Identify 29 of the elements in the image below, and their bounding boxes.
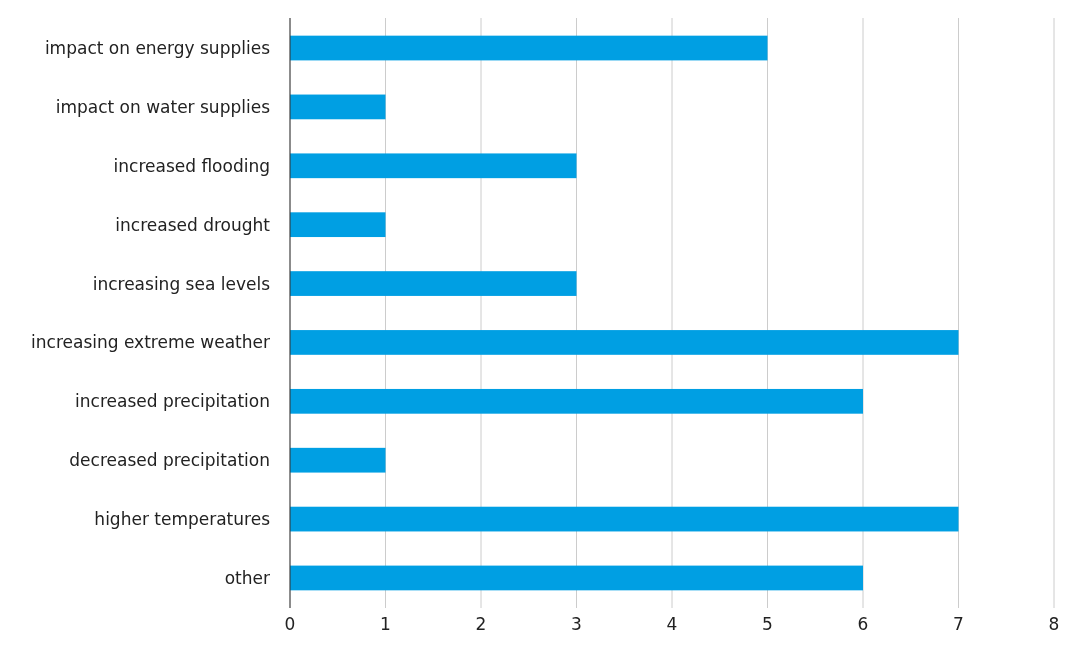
y-tick-label: increased flooding bbox=[113, 155, 270, 176]
y-tick-label: increased drought bbox=[115, 214, 271, 235]
x-tick-label: 5 bbox=[762, 614, 773, 634]
y-tick-label: higher temperatures bbox=[94, 509, 271, 530]
x-tick-label: 1 bbox=[380, 614, 391, 634]
y-tick-label: impact on water supplies bbox=[55, 96, 271, 117]
bar bbox=[290, 506, 959, 532]
x-tick-label: 4 bbox=[666, 614, 678, 634]
x-tick-label: 7 bbox=[953, 614, 964, 634]
x-tick-label: 0 bbox=[284, 614, 296, 634]
bar bbox=[290, 271, 577, 296]
bar bbox=[290, 330, 959, 355]
y-tick-label: other bbox=[224, 567, 270, 588]
y-tick-label: increased precipitation bbox=[75, 391, 270, 412]
x-tick-label: 2 bbox=[475, 614, 487, 634]
x-tick-label: 3 bbox=[571, 614, 582, 634]
bar bbox=[290, 565, 863, 591]
bar bbox=[290, 153, 577, 179]
bar bbox=[290, 447, 386, 473]
y-tick-label: impact on energy supplies bbox=[44, 37, 271, 58]
x-tick-label: 6 bbox=[857, 614, 869, 634]
bar bbox=[290, 388, 863, 414]
bar bbox=[290, 35, 768, 61]
bar bbox=[290, 94, 386, 120]
y-tick-label: increasing sea levels bbox=[92, 273, 271, 294]
x-tick-label: 8 bbox=[1048, 614, 1060, 634]
y-tick-label: increasing extreme weather bbox=[31, 332, 270, 353]
bar bbox=[290, 212, 386, 238]
y-tick-label: decreased precipitation bbox=[69, 450, 270, 471]
